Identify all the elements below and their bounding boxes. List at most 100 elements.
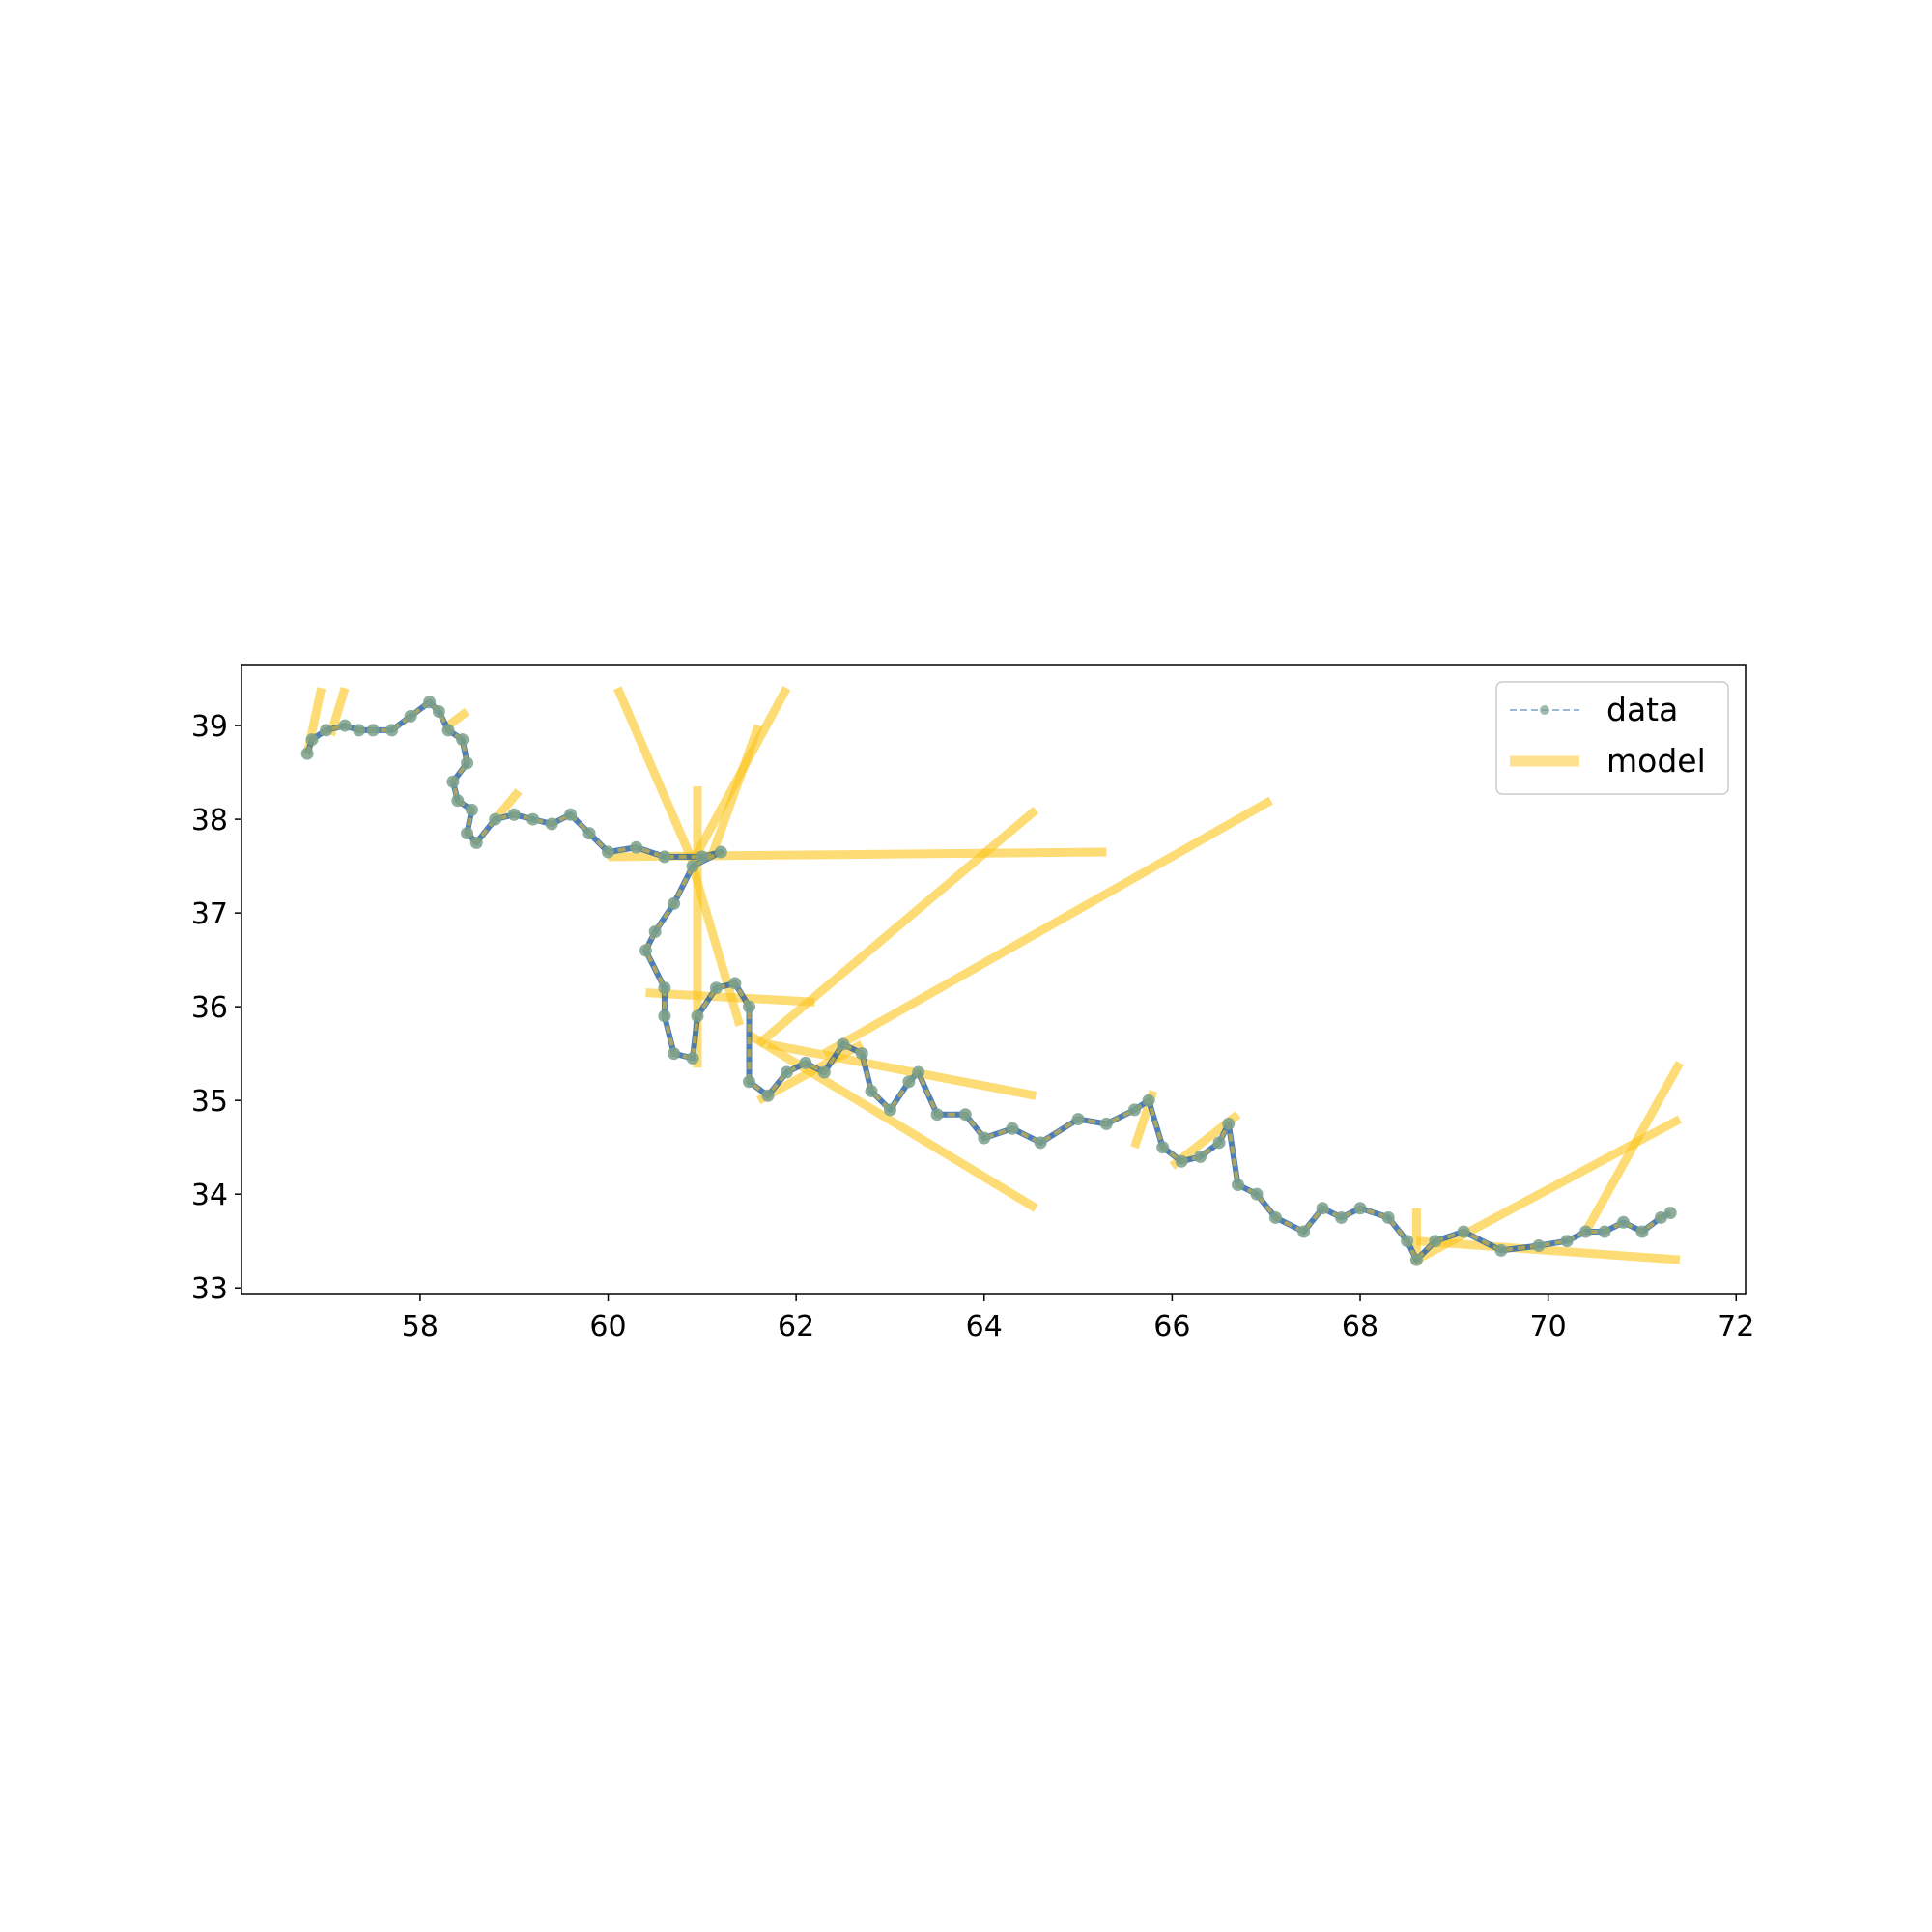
data-point xyxy=(709,981,723,995)
model-segment xyxy=(767,1039,1037,1100)
data-point xyxy=(1232,1178,1245,1191)
data-point xyxy=(1401,1235,1414,1248)
data-point xyxy=(1212,1136,1226,1150)
data-point xyxy=(1316,1202,1329,1215)
data-point xyxy=(564,808,578,821)
data-point xyxy=(742,1075,755,1089)
data-point xyxy=(1381,1210,1395,1224)
x-tick-label: 60 xyxy=(589,1310,626,1344)
data-point xyxy=(639,944,652,957)
y-tick-label: 34 xyxy=(191,1179,228,1212)
plot-frame xyxy=(241,664,1747,1295)
data-series xyxy=(300,696,1677,1266)
y-tick-label: 35 xyxy=(191,1085,228,1119)
x-tick-label: 62 xyxy=(778,1310,814,1344)
data-point xyxy=(668,896,681,910)
model-segment xyxy=(822,796,1273,1058)
x-tick-label: 70 xyxy=(1530,1310,1567,1344)
data-point xyxy=(338,719,352,732)
data-point xyxy=(648,925,662,939)
data-point xyxy=(1006,1122,1019,1135)
y-axis: 33 34 35 36 37 38 39 xyxy=(191,710,242,1306)
data-point xyxy=(1409,1253,1423,1266)
data-point xyxy=(1598,1225,1611,1238)
data-point xyxy=(817,1065,831,1079)
data-point xyxy=(432,705,445,719)
data-point xyxy=(1654,1210,1667,1224)
data-point xyxy=(658,981,671,995)
data-point xyxy=(441,724,455,737)
data-point xyxy=(837,1037,850,1051)
data-point xyxy=(865,1084,878,1097)
data-point xyxy=(353,724,366,737)
data-point xyxy=(686,1052,699,1065)
data-point xyxy=(545,817,558,831)
model-series xyxy=(302,686,1684,1264)
data-point xyxy=(978,1131,991,1145)
data-point xyxy=(1579,1225,1593,1238)
legend: data model xyxy=(1495,681,1729,795)
data-point xyxy=(799,1056,812,1069)
data-point xyxy=(630,840,643,854)
model-segment xyxy=(1581,1061,1684,1235)
data-point xyxy=(742,1000,755,1013)
data-point xyxy=(855,1047,868,1061)
y-tick-label: 36 xyxy=(191,991,228,1025)
data-point xyxy=(761,1089,775,1102)
model-segment xyxy=(707,724,763,859)
model-segment xyxy=(756,1039,865,1105)
data-point xyxy=(1194,1150,1208,1163)
data-point xyxy=(489,812,502,826)
x-tick-label: 58 xyxy=(402,1310,439,1344)
model-segment xyxy=(1416,1236,1681,1264)
data-point xyxy=(691,1009,704,1023)
data-point xyxy=(1071,1113,1085,1126)
data-point xyxy=(668,1047,681,1061)
data-point xyxy=(305,733,319,747)
data-point xyxy=(1494,1243,1508,1257)
data-point xyxy=(958,1108,972,1122)
data-point xyxy=(930,1108,944,1122)
data-point xyxy=(1429,1235,1442,1248)
data-point xyxy=(1297,1225,1311,1238)
x-tick-label: 72 xyxy=(1718,1310,1754,1344)
data-point xyxy=(1099,1117,1113,1130)
data-point xyxy=(1616,1215,1630,1229)
legend-label-data: data xyxy=(1606,691,1678,728)
model-segment xyxy=(747,1031,1038,1212)
data-point xyxy=(1335,1210,1349,1224)
legend-data-swatch-marker xyxy=(1540,705,1549,715)
model-segment xyxy=(613,686,697,864)
data-point xyxy=(1034,1136,1047,1150)
data-point xyxy=(385,724,399,737)
data-point xyxy=(461,756,474,770)
data-point xyxy=(320,724,333,737)
legend-label-model: model xyxy=(1606,742,1706,780)
data-point xyxy=(696,850,709,864)
y-tick-label: 33 xyxy=(191,1272,228,1306)
data-point xyxy=(446,775,460,788)
data-point xyxy=(658,850,671,864)
y-tick-label: 39 xyxy=(191,710,228,744)
data-point xyxy=(686,860,699,873)
data-point xyxy=(582,827,596,840)
data-point xyxy=(366,724,380,737)
data-point xyxy=(658,1009,671,1023)
data-point xyxy=(1127,1103,1141,1117)
model-segment xyxy=(755,806,1039,1048)
data-point xyxy=(507,808,521,821)
data-point xyxy=(404,709,417,723)
model-segment xyxy=(445,707,470,729)
data-point xyxy=(469,836,483,849)
data-point xyxy=(1532,1239,1546,1253)
data-point xyxy=(1268,1210,1282,1224)
data-point xyxy=(465,803,478,816)
data-point xyxy=(1250,1187,1264,1201)
data-point xyxy=(602,845,615,859)
x-tick-label: 64 xyxy=(966,1310,1003,1344)
data-point xyxy=(912,1065,925,1079)
data-point xyxy=(1635,1225,1649,1238)
data-point xyxy=(780,1065,793,1079)
